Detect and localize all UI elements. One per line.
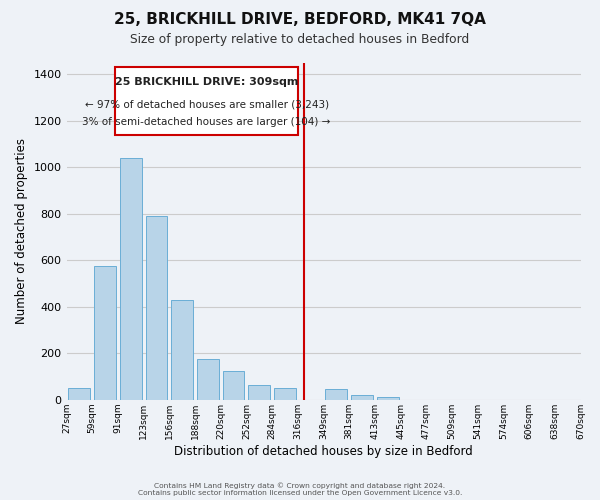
Bar [274,388,296,400]
Bar [68,388,91,400]
Bar [146,216,167,400]
FancyBboxPatch shape [115,67,298,134]
Text: Contains HM Land Registry data © Crown copyright and database right 2024.: Contains HM Land Registry data © Crown c… [154,482,446,489]
Bar [351,394,373,400]
Bar [120,158,142,400]
Bar [248,384,270,400]
Text: 25, BRICKHILL DRIVE, BEDFORD, MK41 7QA: 25, BRICKHILL DRIVE, BEDFORD, MK41 7QA [114,12,486,28]
Text: Contains public sector information licensed under the Open Government Licence v3: Contains public sector information licen… [138,490,462,496]
Text: 3% of semi-detached houses are larger (104) →: 3% of semi-detached houses are larger (1… [82,118,331,128]
Text: 25 BRICKHILL DRIVE: 309sqm: 25 BRICKHILL DRIVE: 309sqm [115,77,298,87]
Bar [377,396,398,400]
Text: Size of property relative to detached houses in Bedford: Size of property relative to detached ho… [130,32,470,46]
Bar [325,389,347,400]
Text: ← 97% of detached houses are smaller (3,243): ← 97% of detached houses are smaller (3,… [85,100,329,110]
Bar [171,300,193,400]
Bar [94,266,116,400]
Bar [223,370,244,400]
X-axis label: Distribution of detached houses by size in Bedford: Distribution of detached houses by size … [174,444,473,458]
Y-axis label: Number of detached properties: Number of detached properties [15,138,28,324]
Bar [197,359,219,400]
